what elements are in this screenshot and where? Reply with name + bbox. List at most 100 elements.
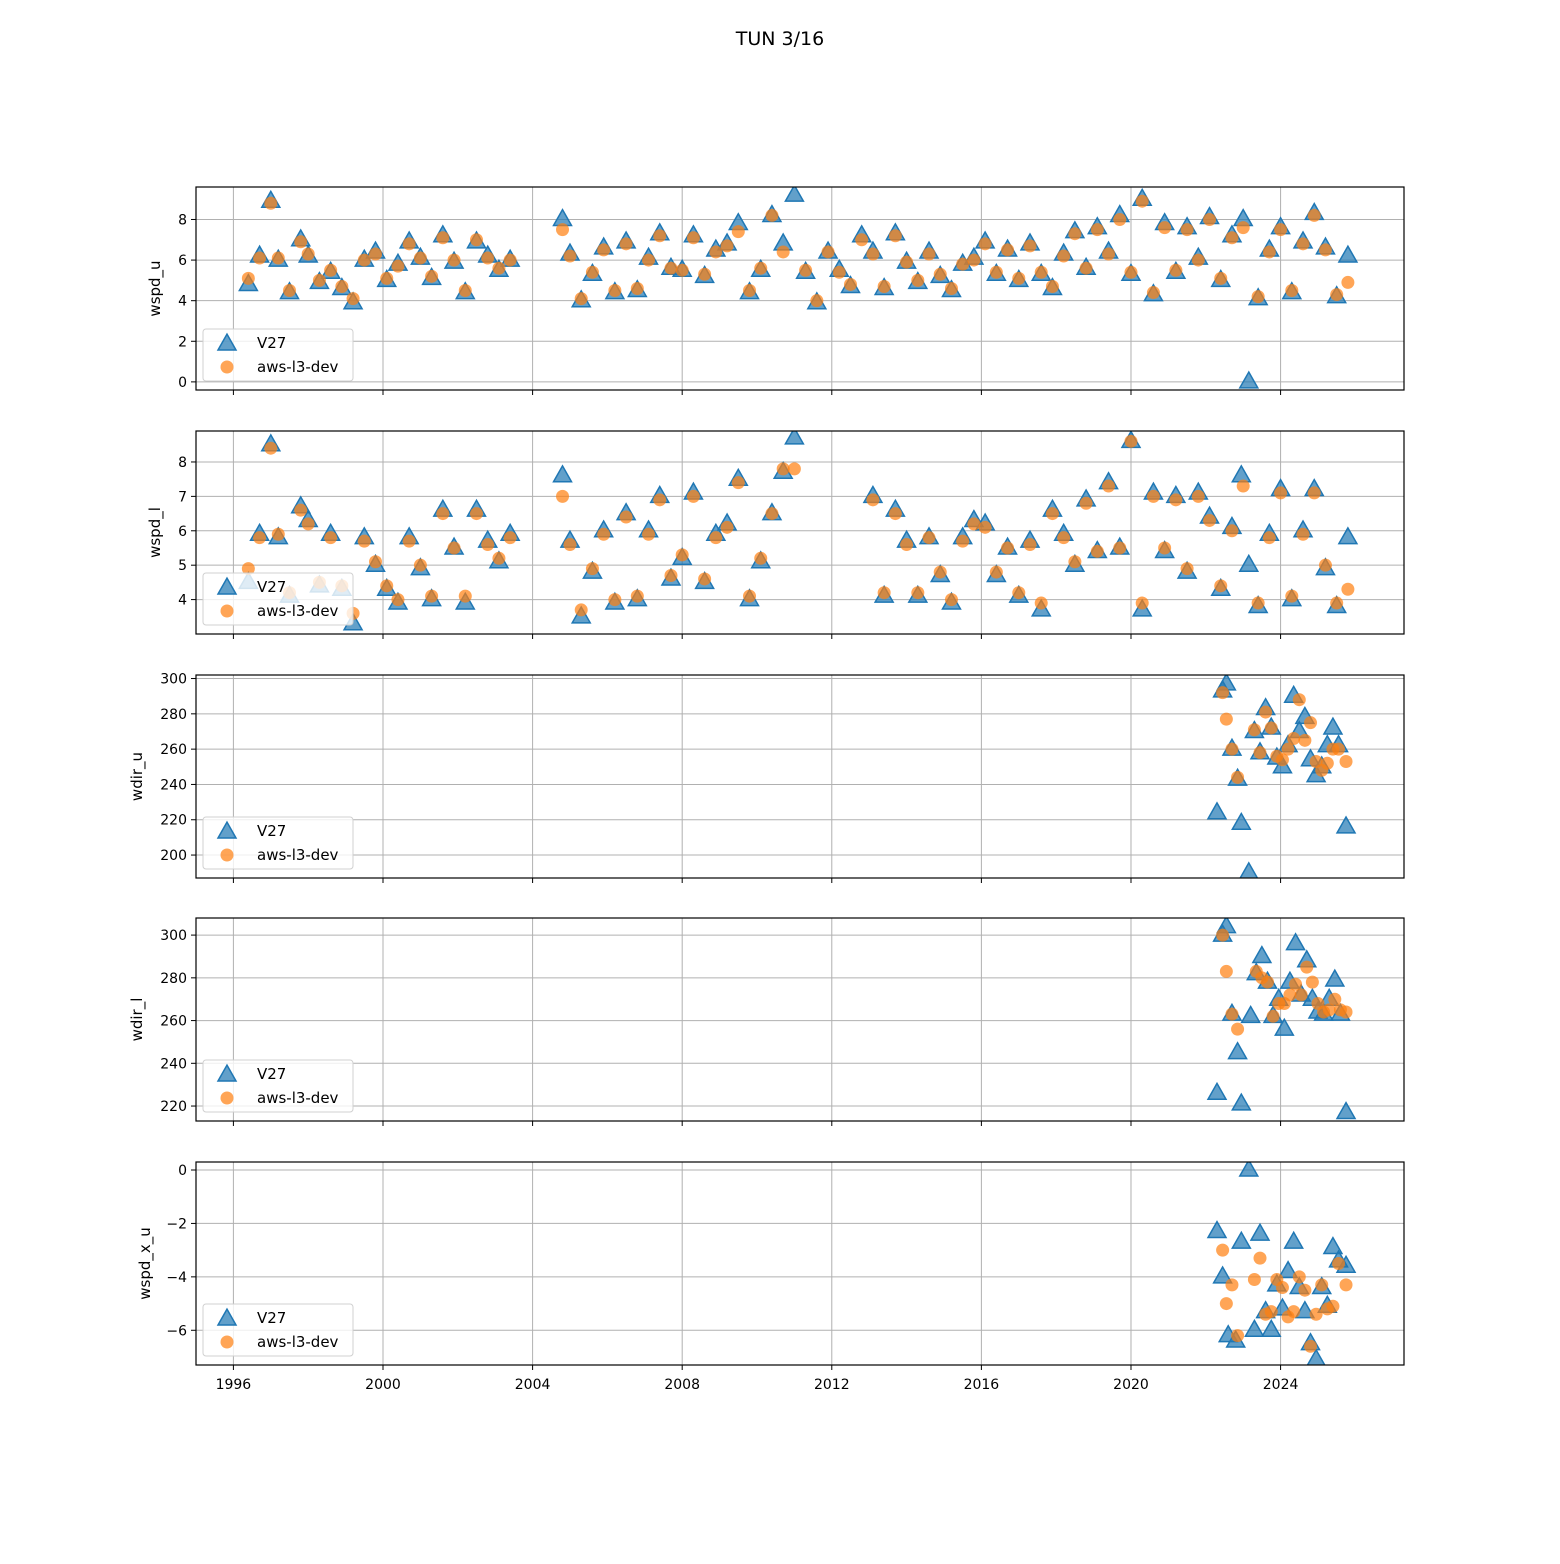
aws-point — [1057, 249, 1071, 263]
aws-point — [282, 284, 296, 298]
aws-point — [989, 265, 1003, 279]
aws-point — [787, 462, 801, 476]
data-layer — [1206, 675, 1357, 878]
aws-point — [619, 237, 633, 251]
y-tick-label: 8 — [178, 455, 187, 471]
aws-point — [1001, 541, 1015, 555]
aws-point — [731, 476, 745, 490]
aws-point — [1180, 562, 1194, 576]
aws-point — [503, 531, 517, 545]
aws-point — [765, 507, 779, 521]
aws-point — [1225, 524, 1239, 538]
aws-point — [597, 243, 611, 257]
aws-point — [436, 507, 450, 521]
legend: V27 aws-l3-dev — [202, 328, 354, 382]
aws-point — [1057, 531, 1071, 545]
aws-point — [1307, 208, 1321, 222]
v27-point — [552, 464, 573, 483]
aws-point — [301, 247, 315, 261]
aws-point — [294, 235, 308, 249]
aws-point — [369, 555, 383, 569]
legend-box — [202, 816, 354, 870]
x-tick-label: 2008 — [664, 1377, 700, 1393]
v27-point — [1238, 370, 1260, 389]
v27-point — [1227, 1041, 1248, 1060]
aws-point — [1309, 1307, 1323, 1321]
data-layer — [1206, 918, 1357, 1120]
legend: V27 aws-l3-dev — [202, 816, 354, 870]
aws-point — [630, 589, 644, 603]
aws-point — [574, 603, 588, 617]
aws-point — [1216, 1243, 1230, 1257]
aws-point — [1158, 541, 1172, 555]
aws-point — [731, 225, 745, 239]
aws-point — [413, 251, 427, 265]
aws-point — [1322, 1003, 1336, 1017]
aws-point — [1012, 586, 1026, 600]
aws-point — [1274, 486, 1288, 500]
aws-point — [1292, 693, 1306, 707]
legend-box — [202, 1059, 354, 1113]
aws-point — [1191, 489, 1205, 503]
aws-point — [675, 548, 689, 562]
aws-point — [425, 589, 439, 603]
aws-point — [1296, 527, 1310, 541]
aws-point — [944, 282, 958, 295]
v27-point — [1231, 1092, 1252, 1111]
v27-point — [1322, 716, 1344, 735]
aws-point — [402, 534, 416, 548]
aws-point — [1180, 223, 1194, 237]
aws-point — [556, 223, 570, 237]
aws-point — [1300, 960, 1314, 974]
aws-point — [1191, 253, 1205, 267]
aws-point — [989, 565, 1003, 579]
v27-point — [1206, 1081, 1228, 1100]
aws-point — [1251, 596, 1265, 610]
aws-point — [585, 562, 599, 576]
aws-point — [1262, 531, 1276, 545]
aws-point — [380, 271, 394, 285]
legend-v27-marker — [216, 1307, 238, 1326]
aws-point — [944, 593, 958, 607]
panel-wdir_u: 200 220 240 260 280 300 wdir_u V27 aws-l3-dev — [128, 672, 1405, 883]
aws-point — [675, 263, 689, 277]
v27-point — [1206, 1220, 1228, 1239]
v27-point — [1212, 1265, 1233, 1284]
aws-point — [1298, 1283, 1312, 1297]
aws-point — [1231, 1329, 1245, 1343]
aws-point — [1225, 742, 1239, 756]
aws-point — [978, 520, 992, 534]
aws-point — [481, 251, 495, 265]
aws-point — [1090, 223, 1104, 237]
aws-point — [1294, 988, 1308, 1002]
aws-point — [469, 507, 483, 521]
legend: V27 aws-l3-dev — [202, 1059, 354, 1113]
aws-point — [709, 531, 723, 545]
aws-point — [1253, 746, 1267, 760]
aws-point — [1236, 221, 1250, 235]
v27-point — [1260, 1318, 1282, 1338]
aws-point — [324, 531, 338, 545]
y-tick-label: 4 — [178, 593, 187, 609]
aws-point — [563, 249, 577, 263]
aws-point — [776, 245, 790, 259]
aws-point — [1275, 1281, 1289, 1295]
aws-point — [1318, 243, 1332, 257]
legend-aws-marker — [220, 1091, 234, 1105]
y-axis-label: wdir_u — [128, 752, 147, 801]
x-tick-label: 2020 — [1113, 1377, 1149, 1393]
aws-point — [1253, 1251, 1267, 1265]
panel-wdir_l: 220 240 260 280 300 wdir_l V27 aws-l3-dev — [128, 917, 1405, 1126]
aws-point — [922, 531, 936, 545]
aws-point — [1203, 513, 1217, 527]
aws-point — [608, 593, 622, 607]
aws-point — [1216, 928, 1230, 942]
legend-v27-label: V27 — [257, 334, 286, 352]
aws-point — [967, 517, 981, 531]
aws-point — [369, 247, 383, 261]
aws-point — [664, 569, 678, 583]
aws-point — [956, 534, 970, 548]
aws-point — [888, 507, 902, 521]
aws-point — [978, 237, 992, 251]
aws-point — [754, 551, 768, 565]
